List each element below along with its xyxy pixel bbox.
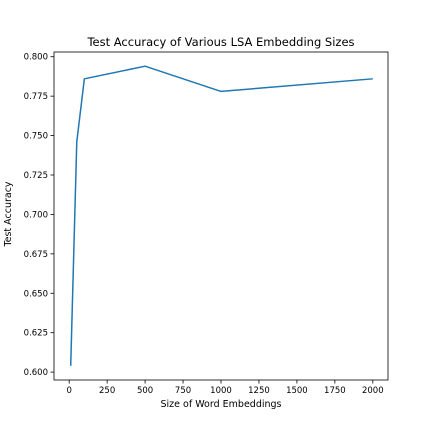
x-tick-label-250: 250 (99, 386, 115, 396)
x-tick-label-1500: 1500 (286, 386, 308, 396)
x-tick-label-1000: 1000 (210, 386, 232, 396)
y-tick-label-0.725: 0.725 (24, 171, 48, 181)
y-tick-label-0.650: 0.650 (24, 289, 48, 299)
x-tick-label-2000: 2000 (362, 386, 384, 396)
y-tick-label-0.700: 0.700 (24, 210, 48, 220)
chart-title: Test Accuracy of Various LSA Embedding S… (86, 35, 354, 49)
y-tick-label-0.675: 0.675 (24, 250, 48, 260)
x-tick-label-750: 750 (175, 386, 191, 396)
x-tick-label-500: 500 (137, 386, 153, 396)
plot-area: 0 250 500 750 1000 1250 1500 1750 2000 0.600 0.625… (24, 51, 389, 396)
x-axis-label: Size of Word Embeddings (161, 399, 282, 410)
x-tick-label-1750: 1750 (324, 386, 346, 396)
y-axis-label: Test Accuracy (3, 181, 14, 247)
x-tick-label-1250: 1250 (248, 386, 270, 396)
y-tick-label-0.775: 0.775 (24, 92, 48, 102)
y-tick-label-0.750: 0.750 (24, 132, 48, 142)
y-tick-label-0.625: 0.625 (24, 329, 48, 339)
axes-frame (53, 51, 389, 381)
y-tick-label-0.600: 0.600 (24, 368, 48, 378)
series-line-0 (69, 65, 373, 366)
y-tick-label-0.800: 0.800 (24, 53, 48, 63)
x-tick-label-0: 0 (66, 386, 71, 396)
